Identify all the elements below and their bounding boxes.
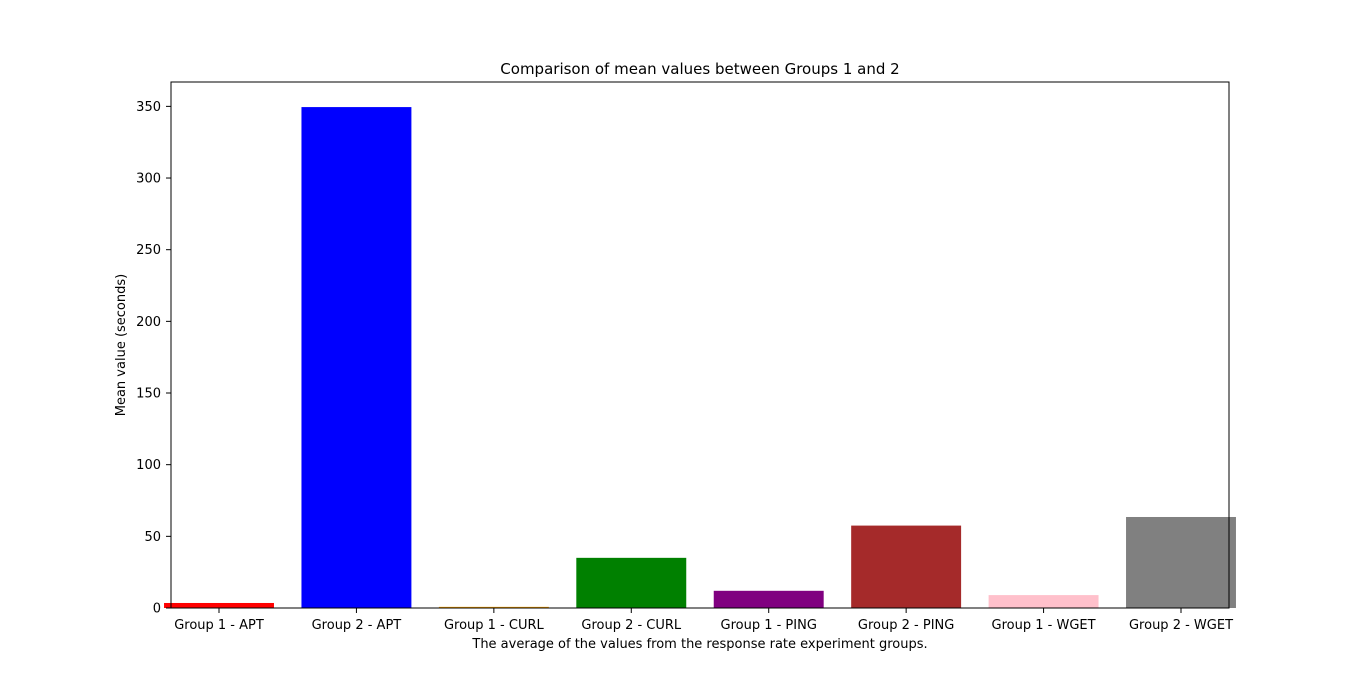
bar-group-2-ping	[851, 525, 962, 608]
y-tick-label: 0	[153, 602, 161, 617]
y-axis-ticks: 0 50 100 150 200 250 300 350	[136, 100, 171, 617]
bar-group-1-wget	[988, 595, 1099, 608]
bar-group-2-wget	[1126, 516, 1236, 608]
y-tick-label: 250	[136, 243, 161, 258]
bar-group-1-ping	[713, 590, 824, 608]
y-tick-label: 200	[136, 315, 161, 330]
bar-group-2-curl	[576, 557, 687, 608]
y-tick-label: 50	[144, 530, 161, 545]
y-tick-label: 300	[136, 172, 161, 187]
y-axis-label: Mean value (seconds)	[114, 274, 129, 416]
x-tick-label: Group 1 - PING	[721, 618, 817, 633]
x-axis-label: The average of the values from the respo…	[471, 637, 927, 652]
x-axis-ticks: Group 1 - APT Group 2 - APT Group 1 - CURL…	[174, 608, 1233, 633]
bar-group-2-apt	[301, 107, 412, 608]
x-tick-label: Group 1 - WGET	[992, 618, 1096, 633]
x-tick-label: Group 2 - CURL	[581, 618, 682, 633]
chart-title: Comparison of mean values between Groups…	[500, 60, 899, 78]
x-tick-label: Group 2 - WGET	[1129, 618, 1233, 633]
x-tick-label: Group 2 - PING	[858, 618, 954, 633]
y-tick-label: 350	[136, 100, 161, 115]
bar-group-1-curl	[438, 606, 549, 608]
x-tick-label: Group 1 - APT	[174, 618, 264, 633]
x-tick-label: Group 1 - CURL	[444, 618, 545, 633]
plot-area-frame	[170, 81, 1230, 609]
y-tick-label: 100	[136, 458, 161, 473]
bar-group-1-apt	[164, 602, 274, 608]
bars-group	[164, 107, 1236, 608]
x-tick-label: Group 2 - APT	[312, 618, 402, 633]
y-tick-label: 150	[136, 387, 161, 402]
